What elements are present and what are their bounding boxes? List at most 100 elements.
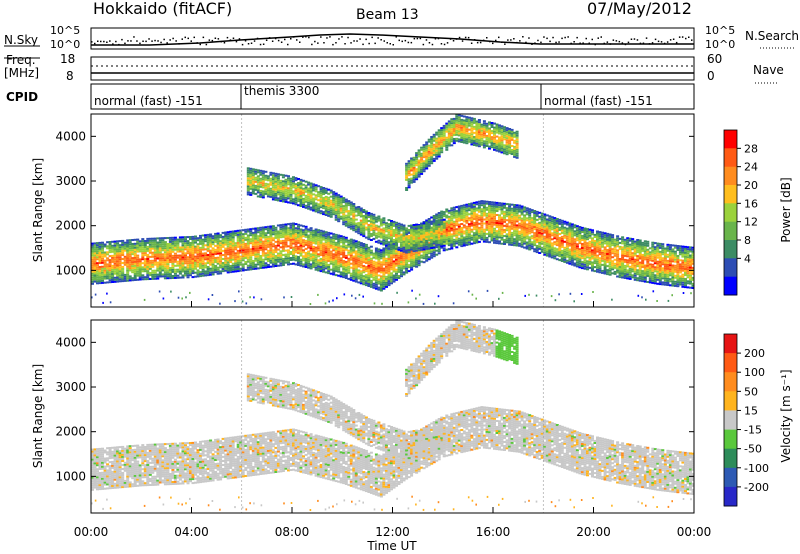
noise-dot xyxy=(567,36,569,38)
noise-dot xyxy=(386,42,388,44)
power-cell xyxy=(136,266,140,269)
power-cell xyxy=(324,263,328,266)
power-cell xyxy=(287,175,290,178)
power-cell xyxy=(166,249,170,252)
power-cell xyxy=(420,250,424,253)
noise-dot xyxy=(259,43,262,46)
power-cell xyxy=(168,238,172,241)
power-cell xyxy=(591,265,594,268)
power-cell xyxy=(136,264,140,267)
power-cell xyxy=(126,273,130,276)
power-cell xyxy=(128,243,132,246)
power-cell xyxy=(279,181,283,184)
power-cell xyxy=(246,260,250,263)
power-cell xyxy=(435,213,439,216)
power-cell xyxy=(593,270,597,273)
power-cell xyxy=(684,266,687,268)
power-cell xyxy=(229,230,233,233)
power-cell xyxy=(490,215,494,218)
power-cell xyxy=(121,280,125,283)
power-cell xyxy=(274,176,278,179)
power-cell xyxy=(146,270,150,273)
power-cell xyxy=(420,260,424,263)
power-cell xyxy=(475,203,479,206)
power-cell xyxy=(586,248,589,251)
power-cell xyxy=(538,235,542,238)
power-cell xyxy=(445,240,449,243)
power-cell xyxy=(671,248,675,251)
power-cell xyxy=(236,229,240,232)
power-cell xyxy=(91,282,94,285)
power-cell xyxy=(510,221,514,224)
power-cell xyxy=(515,212,519,215)
noise-dot xyxy=(145,40,147,43)
power-cell xyxy=(442,221,446,224)
power-cell xyxy=(580,253,584,256)
noise-dot xyxy=(371,36,373,39)
power-cell xyxy=(287,239,290,242)
power-cell xyxy=(500,216,504,219)
power-cell xyxy=(575,243,579,246)
power-cell xyxy=(656,266,660,269)
power-cell xyxy=(158,257,162,260)
power-cell xyxy=(523,220,527,223)
power-cell xyxy=(186,260,190,263)
power-cell xyxy=(603,264,607,267)
power-cell xyxy=(284,235,288,238)
power-cell xyxy=(575,245,579,248)
power-cell xyxy=(173,254,177,257)
power-cell xyxy=(146,245,150,248)
power-cell xyxy=(234,256,238,259)
power-cell xyxy=(249,268,253,271)
power-cell xyxy=(241,257,245,260)
power-cell xyxy=(271,184,275,187)
power-cell xyxy=(254,267,258,270)
power-cell xyxy=(555,252,559,255)
power-cell xyxy=(482,222,486,225)
power-cell xyxy=(148,241,152,244)
power-cell xyxy=(168,236,172,239)
power-cell xyxy=(467,241,471,244)
power-cell xyxy=(457,223,461,226)
power-cell xyxy=(646,244,650,247)
power-cell xyxy=(377,262,381,265)
power-cell xyxy=(337,260,341,263)
power-cell xyxy=(525,241,529,244)
power-cell xyxy=(171,266,175,269)
power-cell xyxy=(488,241,491,244)
power-cell xyxy=(490,211,494,214)
power-cell xyxy=(646,268,650,271)
power-cell xyxy=(553,251,557,254)
power-cell xyxy=(510,217,514,220)
power-cell xyxy=(505,219,509,222)
power-cell xyxy=(523,208,527,211)
power-cell xyxy=(344,236,348,239)
power-cell xyxy=(450,247,454,250)
power-cell xyxy=(593,254,597,256)
power-cell xyxy=(603,232,607,235)
power-cell xyxy=(264,252,268,255)
power-cell xyxy=(385,245,388,248)
power-cell xyxy=(138,272,142,275)
power-cell xyxy=(606,236,610,239)
power-cell xyxy=(259,234,263,237)
power-cell xyxy=(266,187,270,190)
power-cell xyxy=(93,274,97,277)
power-cell xyxy=(266,185,270,188)
power-cell xyxy=(304,233,308,236)
power-cell xyxy=(515,210,519,213)
power-cell xyxy=(163,255,167,258)
power-cell xyxy=(241,229,245,232)
power-cell xyxy=(503,216,506,219)
power-cell xyxy=(460,243,464,246)
power-cell xyxy=(482,208,486,211)
power-cell xyxy=(194,263,197,266)
power-cell xyxy=(656,276,660,279)
power-cell xyxy=(586,266,589,269)
power-cell xyxy=(294,263,298,266)
power-cell xyxy=(510,223,514,226)
power-cell xyxy=(201,266,205,269)
noise-dot xyxy=(449,38,452,40)
power-cell xyxy=(98,270,102,273)
